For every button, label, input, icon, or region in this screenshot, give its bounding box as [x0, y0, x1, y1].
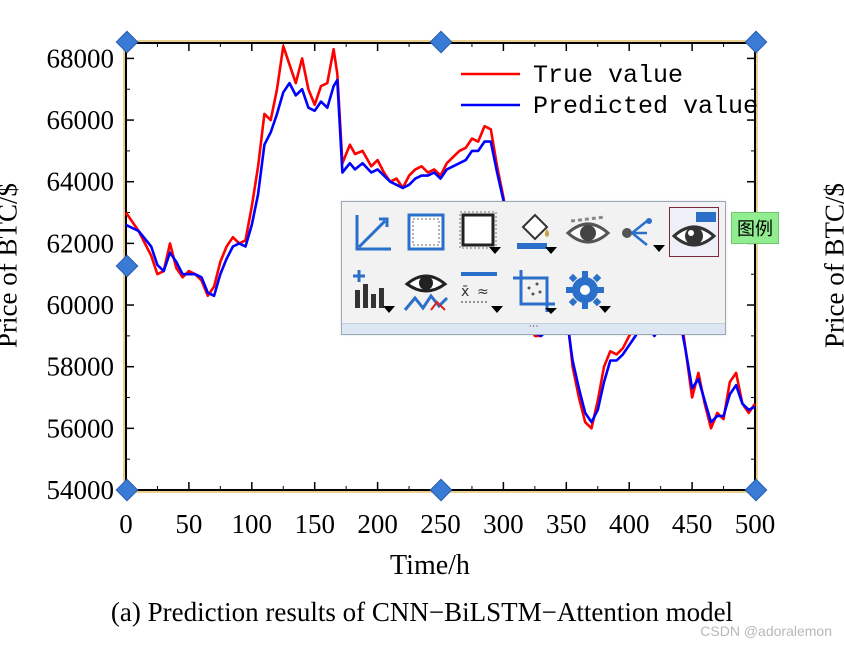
x-tick-label: 350: [546, 509, 587, 539]
fill-color-button[interactable]: [509, 207, 559, 257]
frame-button[interactable]: [401, 207, 451, 257]
y-tick-label: 64000: [47, 167, 115, 197]
legend-eye-icon: [671, 212, 717, 247]
x-tick-label: 100: [232, 509, 273, 539]
y-tick-label: 56000: [47, 413, 115, 443]
x-tick-label: 150: [294, 509, 335, 539]
crop-button[interactable]: [509, 266, 559, 316]
show-data-button[interactable]: [401, 266, 451, 316]
connect-icon: [622, 218, 665, 252]
layer-frame-icon: [459, 211, 501, 254]
add-plot-icon: [353, 270, 395, 313]
hide-eye-button[interactable]: [563, 207, 613, 257]
y-axis-title-right: Price of BTC/$: [819, 183, 844, 348]
show-data-icon: [403, 274, 449, 311]
frame-icon: [407, 213, 445, 251]
x-axis-title: Time/h: [390, 550, 470, 581]
x-tick-label: 400: [609, 509, 650, 539]
add-plot-button[interactable]: [347, 266, 397, 316]
y-tick-label: 68000: [47, 43, 115, 73]
hide-eye-icon: [565, 215, 611, 244]
crop-icon: [513, 270, 557, 314]
layer-frame-button[interactable]: [455, 207, 505, 257]
formula-button[interactable]: x̄ ≈: [455, 266, 505, 316]
x-tick-label: 50: [175, 509, 202, 539]
x-tick-label: 0: [119, 509, 133, 539]
gear-icon: [566, 271, 611, 313]
figure-caption: (a) Prediction results of CNN−BiLSTM−Att…: [110, 597, 734, 627]
svg-text:≈: ≈: [477, 284, 489, 300]
toolbar-grip[interactable]: ⋯: [342, 322, 725, 334]
x-tick-label: 250: [420, 509, 461, 539]
svg-text:x̄: x̄: [461, 284, 469, 300]
y-axis-title: Price of BTC/$: [0, 183, 23, 348]
axes-button[interactable]: [347, 207, 397, 257]
watermark: CSDN @adoralemon: [700, 623, 832, 639]
y-tick-label: 54000: [47, 475, 115, 505]
x-tick-label: 500: [735, 509, 776, 539]
x-tick-label: 450: [672, 509, 713, 539]
y-tick-label: 62000: [47, 228, 115, 258]
legend-eye-button[interactable]: [669, 207, 719, 257]
connect-button[interactable]: [617, 207, 667, 257]
legend-label-true-value: True value: [533, 61, 683, 90]
y-tick-label: 58000: [47, 352, 115, 382]
x-tick-label: 300: [483, 509, 524, 539]
axes-icon: [355, 215, 391, 251]
tooltip: 图例: [731, 212, 779, 244]
settings-button[interactable]: [563, 266, 613, 316]
formula-icon: x̄ ≈: [461, 272, 503, 313]
legend-label-predicted-value: Predicted value: [533, 92, 758, 121]
y-tick-label: 66000: [47, 105, 115, 135]
y-tick-label: 60000: [47, 290, 115, 320]
fill-color-icon: [517, 213, 557, 254]
x-tick-label: 200: [357, 509, 398, 539]
mini-toolbar: x̄ ≈: [341, 201, 726, 335]
